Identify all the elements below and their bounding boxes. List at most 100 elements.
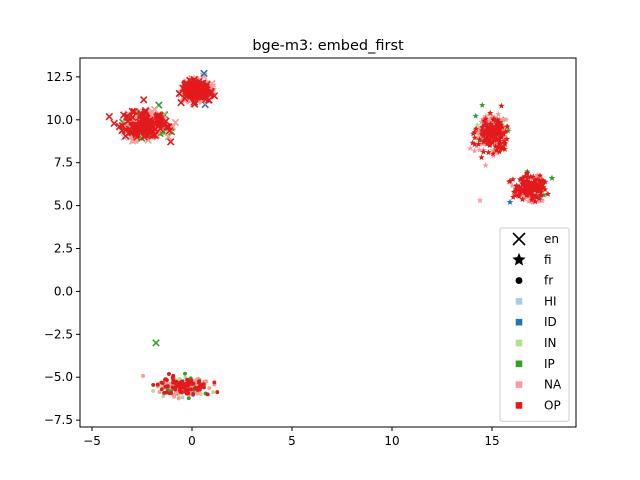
data-point	[215, 390, 220, 395]
data-point	[471, 134, 478, 141]
data-point	[162, 390, 167, 395]
data-point	[201, 382, 206, 387]
data-point	[143, 117, 152, 126]
data-point	[504, 123, 511, 130]
data-point	[510, 193, 517, 200]
data-point	[514, 183, 521, 190]
data-point	[148, 131, 157, 140]
data-point	[496, 148, 503, 155]
data-point	[207, 386, 212, 391]
data-point	[529, 181, 536, 187]
data-point	[197, 387, 202, 392]
data-point	[498, 102, 505, 109]
legend-marker	[515, 318, 523, 326]
data-point	[131, 126, 140, 134]
data-point	[125, 113, 133, 122]
legend-label: fr	[544, 274, 553, 288]
data-point	[499, 116, 506, 122]
data-point	[487, 117, 494, 123]
plot-frame	[79, 57, 577, 428]
data-point	[472, 112, 479, 119]
data-point	[527, 173, 534, 180]
data-point	[487, 141, 494, 148]
data-point	[205, 392, 210, 397]
data-point	[189, 387, 193, 392]
data-point	[123, 112, 131, 121]
data-point	[495, 110, 502, 117]
data-point	[499, 145, 506, 152]
data-point	[491, 125, 498, 131]
data-point	[151, 389, 156, 393]
data-point	[486, 138, 493, 145]
data-point	[171, 118, 180, 127]
x-axis: −5 0 5 10 15	[83, 427, 500, 448]
data-point	[536, 195, 543, 202]
data-point	[165, 384, 170, 389]
data-point	[110, 119, 118, 128]
data-point	[531, 185, 538, 191]
legend: en fi fr HI ID IN IP NA OP	[499, 227, 570, 422]
data-point	[520, 192, 527, 199]
y-axis: −7.5 −5.0 −2.5 0.0 2.5 5.0 7.5 10.0 12.5	[44, 70, 80, 427]
data-point	[190, 100, 199, 108]
data-point	[539, 197, 546, 204]
y-tick-label: −5.0	[44, 370, 73, 384]
data-point	[528, 196, 535, 203]
data-point	[130, 107, 139, 116]
legend-marker	[512, 232, 526, 246]
data-point	[467, 145, 474, 151]
legend-label: en	[544, 232, 559, 246]
data-point	[482, 162, 489, 169]
data-point	[497, 121, 504, 128]
x-tick-label: 0	[188, 434, 196, 448]
data-point	[478, 127, 485, 133]
data-point	[163, 377, 168, 382]
data-point	[494, 122, 501, 128]
data-point	[544, 190, 551, 197]
data-point	[470, 130, 477, 137]
data-point	[506, 198, 514, 205]
data-point	[162, 117, 170, 125]
data-point	[153, 115, 162, 123]
data-point	[473, 142, 480, 149]
data-point	[485, 149, 492, 156]
data-point	[491, 133, 498, 140]
data-point	[200, 69, 208, 78]
data-point	[519, 181, 526, 188]
x-tick-label: −5	[83, 434, 101, 448]
data-point	[121, 132, 130, 140]
data-point	[479, 101, 486, 108]
data-point	[183, 371, 187, 376]
data-point	[490, 115, 497, 122]
data-point	[157, 390, 162, 394]
data-point	[170, 375, 175, 380]
data-point	[476, 136, 483, 142]
data-point	[512, 188, 519, 195]
data-point	[484, 123, 491, 129]
data-point	[172, 394, 177, 399]
data-point	[478, 154, 485, 161]
data-point	[542, 178, 549, 185]
data-point	[531, 179, 538, 186]
data-point	[115, 122, 124, 131]
x-tick-label: 5	[288, 434, 296, 448]
data-point	[525, 189, 532, 196]
data-point	[190, 81, 199, 90]
data-point	[142, 118, 150, 126]
data-point	[494, 149, 501, 156]
data-point	[165, 387, 170, 392]
data-point	[171, 380, 176, 385]
data-point	[184, 391, 189, 396]
data-point	[137, 112, 145, 120]
data-point	[496, 128, 503, 134]
data-point	[150, 131, 159, 139]
data-point	[471, 129, 478, 135]
data-point	[165, 123, 173, 131]
data-point	[192, 82, 201, 90]
data-point	[469, 139, 476, 146]
data-point	[173, 387, 178, 392]
data-point	[483, 128, 490, 135]
legend-label: NA	[544, 378, 562, 392]
data-point	[509, 182, 516, 189]
y-tick-label: 7.5	[54, 156, 73, 170]
